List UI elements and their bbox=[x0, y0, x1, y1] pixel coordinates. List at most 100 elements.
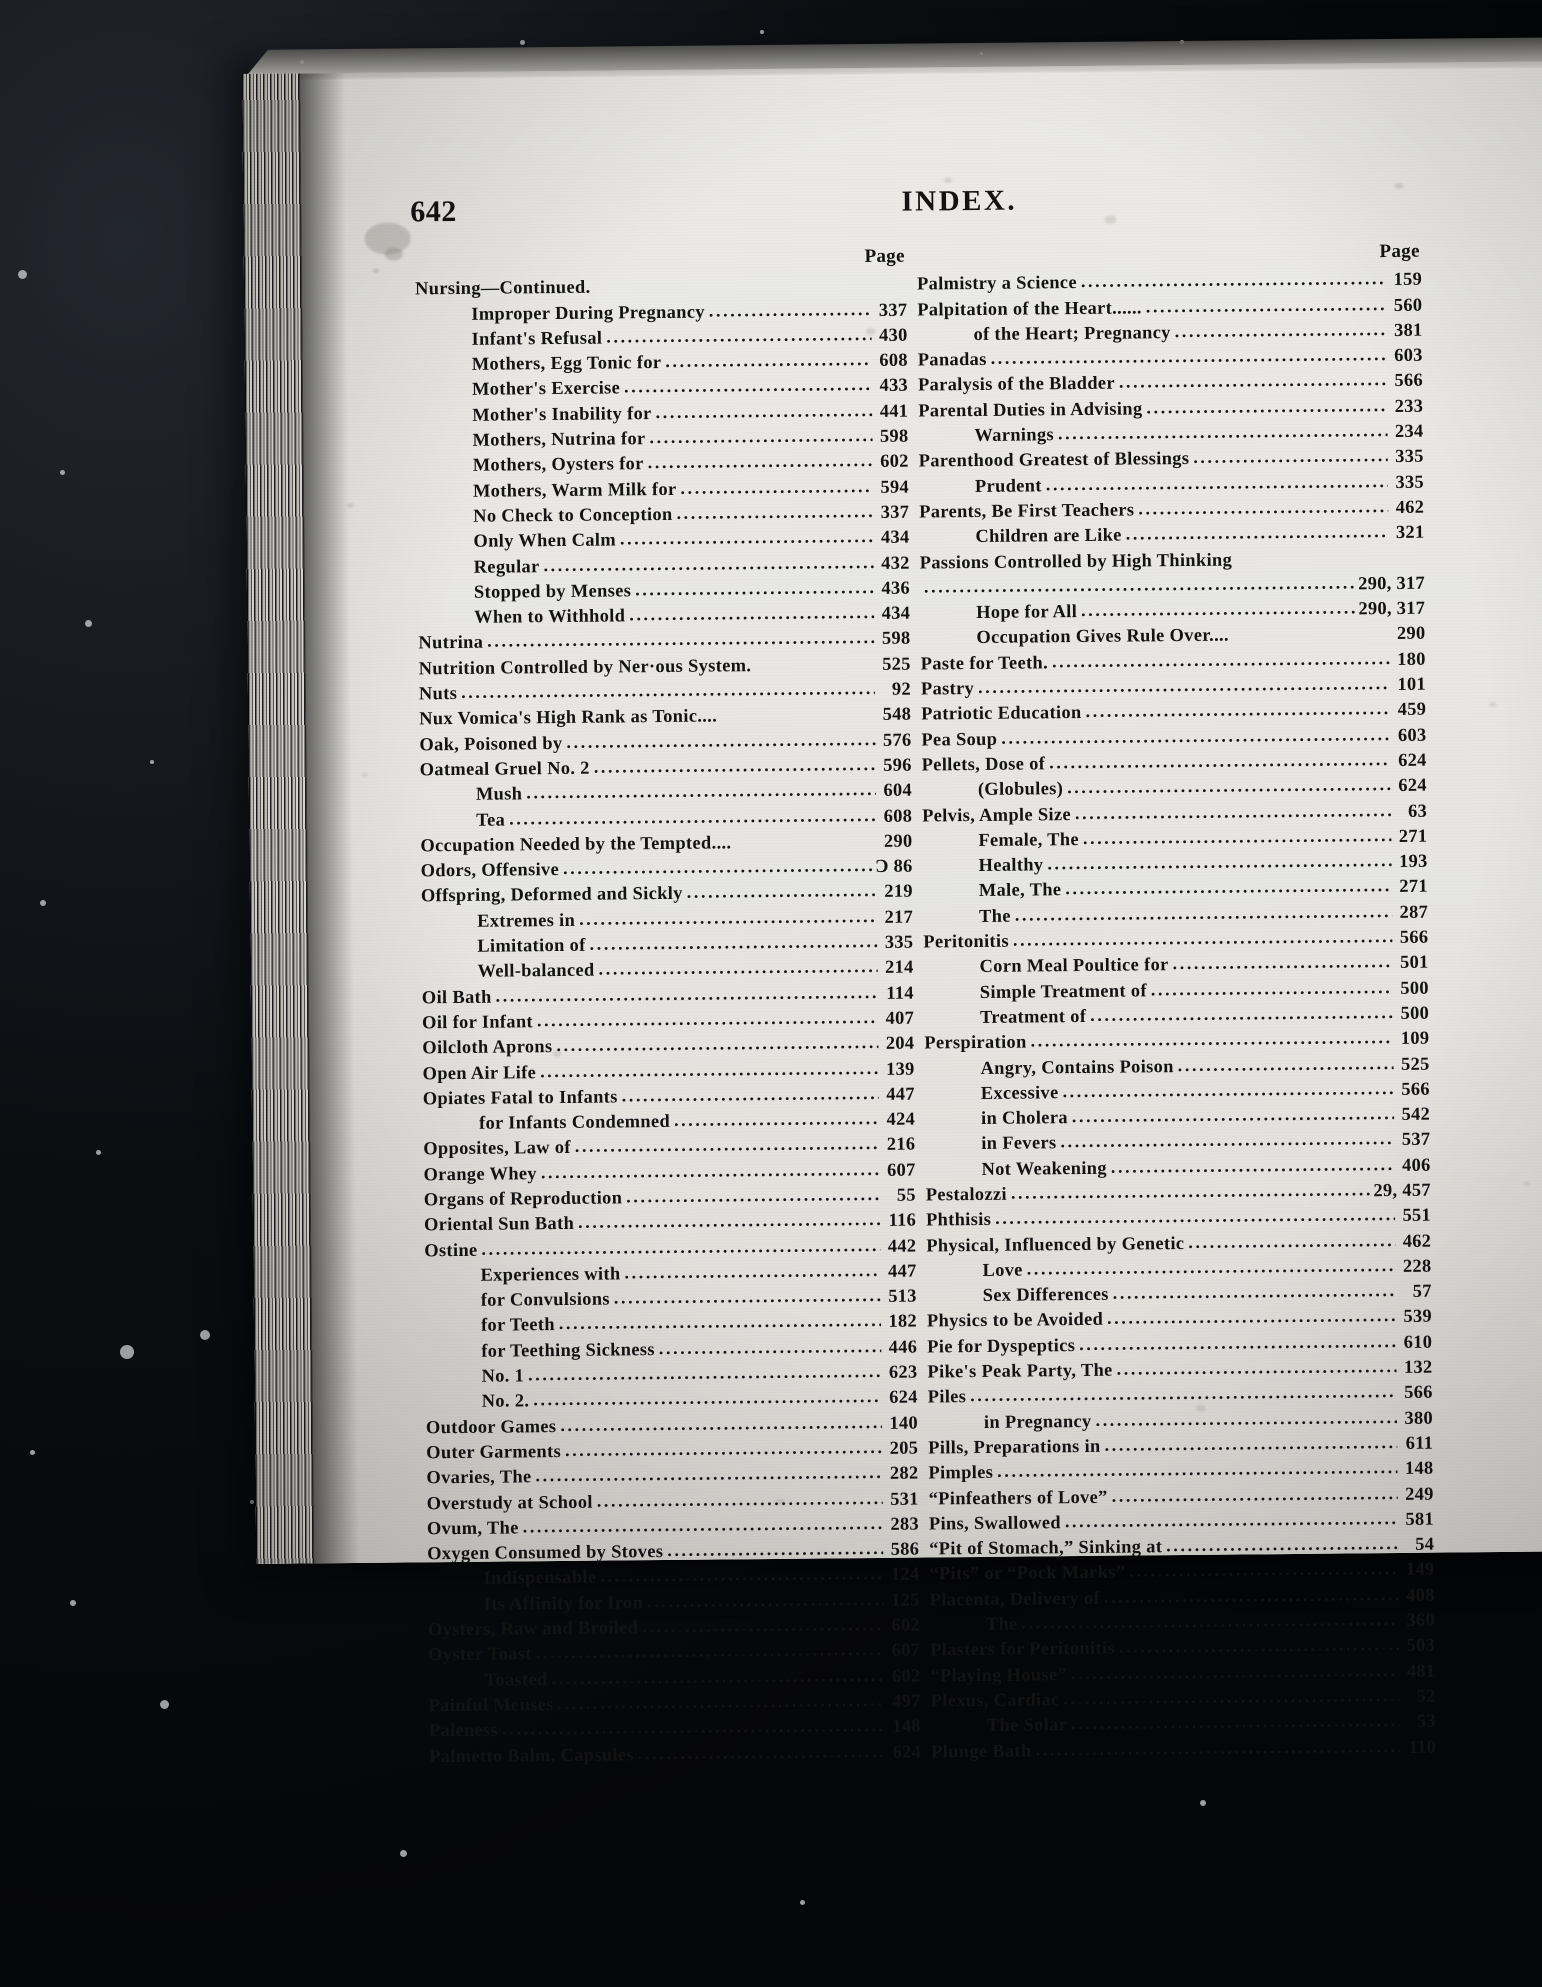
index-entry-page-number: 54 bbox=[1415, 1533, 1435, 1554]
page-column-label-left: Page bbox=[864, 245, 905, 268]
index-entry-page-number: 63 bbox=[1408, 800, 1428, 821]
dot-leader: ........................................… bbox=[1150, 977, 1393, 998]
dust-speck bbox=[160, 1700, 169, 1709]
index-entry-page-number: 335 bbox=[884, 931, 914, 952]
index-entry-text: Mothers, Warm Milk for bbox=[472, 478, 677, 501]
index-entry-page-number: 148 bbox=[892, 1715, 921, 1737]
index-entry-page-number: 598 bbox=[879, 425, 909, 446]
index-entry-page-number: 459 bbox=[1397, 699, 1427, 720]
index-entry-text: No Check to Conception bbox=[473, 503, 673, 526]
index-entry-text: Palpitation of the Heart...... bbox=[917, 296, 1142, 320]
dot-leader: ........................................… bbox=[629, 603, 875, 624]
index-entry-page-number: 287 bbox=[1399, 901, 1429, 922]
dot-leader: ........................................… bbox=[1103, 1584, 1399, 1606]
index-entry-text: Experiences with bbox=[480, 1263, 621, 1285]
index-entry-text: Hope for All bbox=[976, 601, 1078, 623]
index-entry-page-number: 407 bbox=[885, 1007, 915, 1028]
index-entry-text: Phthisis bbox=[925, 1209, 992, 1230]
index-entry-text: Pellets, Dose of bbox=[921, 753, 1046, 775]
index-entry-page-number: 321 bbox=[1395, 521, 1425, 543]
dot-leader: ........................................… bbox=[990, 345, 1387, 368]
index-entry-text: for Convulsions bbox=[480, 1288, 610, 1310]
index-entry-page-number: 337 bbox=[880, 501, 910, 522]
index-entry-page-number: 462 bbox=[1395, 496, 1425, 517]
dot-leader: ........................................… bbox=[535, 1463, 883, 1485]
dot-leader: ........................................… bbox=[1060, 1129, 1395, 1151]
index-entry-page-number: 432 bbox=[881, 552, 910, 573]
index-entry-page-number: 566 bbox=[1399, 926, 1429, 947]
dot-leader: ........................................… bbox=[647, 451, 873, 472]
index-entry-page-number: 290 bbox=[1396, 623, 1426, 644]
index-entry-text: Treatment of bbox=[979, 1005, 1087, 1027]
dot-leader: ........................................… bbox=[1095, 1407, 1398, 1429]
index-entry-text: “Pinfeathers of Love” bbox=[928, 1486, 1108, 1509]
index-entry-page-number: 503 bbox=[1406, 1634, 1436, 1656]
dot-leader: ........................................… bbox=[1079, 1331, 1397, 1353]
dot-leader: ........................................… bbox=[593, 754, 876, 776]
index-entry-page-number: 193 bbox=[1399, 850, 1428, 872]
index-entry-page-number: 408 bbox=[1406, 1584, 1435, 1605]
index-entry-page-number: 109 bbox=[1400, 1027, 1430, 1049]
index-entry-page-number: 566 bbox=[1394, 370, 1424, 391]
index-entry-page-number: 436 bbox=[881, 577, 911, 598]
dot-leader: ........................................… bbox=[637, 1741, 886, 1762]
index-entry-page-number: 623 bbox=[888, 1361, 918, 1382]
dust-speck bbox=[150, 760, 154, 764]
index-entry-text: The Solar bbox=[986, 1714, 1068, 1736]
index-entry-page-number: 52 bbox=[1416, 1685, 1436, 1706]
dot-leader: ........................................… bbox=[624, 1260, 881, 1282]
dot-leader: ........................................… bbox=[997, 1458, 1398, 1481]
index-entry-text: Love bbox=[982, 1259, 1023, 1280]
index-entry-page-number: 442 bbox=[887, 1235, 917, 1256]
index-entry-page-number: 602 bbox=[880, 451, 909, 472]
index-entry-text: Occupation Needed by the Tempted.... bbox=[420, 832, 732, 856]
index-entry-text: Plasters for Peritonitis bbox=[930, 1638, 1116, 1660]
dot-leader: ........................................… bbox=[560, 1412, 883, 1434]
index-column-left: Page Nursing—Continued..................… bbox=[415, 244, 922, 1769]
dot-leader: ........................................… bbox=[1030, 1028, 1394, 1050]
dust-speck bbox=[250, 1500, 254, 1504]
index-entry-page-number: 219 bbox=[884, 881, 913, 902]
index-entry-text: “Pit of Stomach,” Sinking at bbox=[929, 1536, 1163, 1559]
index-entry-page-number: 132 bbox=[1403, 1356, 1433, 1377]
index-entry-text: Pike's Peak Party, The bbox=[927, 1359, 1113, 1382]
index-entry-text: Nutrition Controlled by Ner·ous System. bbox=[418, 654, 752, 679]
index-entry-text: Pelvis, Ample Size bbox=[922, 803, 1072, 826]
index-entry-text: Perspiration bbox=[924, 1031, 1027, 1053]
dot-leader: ........................................… bbox=[970, 1382, 1397, 1405]
dot-leader: ........................................… bbox=[502, 1716, 885, 1738]
dot-leader: ........................................… bbox=[1012, 927, 1393, 949]
index-entry-text: Its Affinity for Iron bbox=[483, 1591, 644, 1614]
index-entry-text: Patriotic Education bbox=[921, 702, 1082, 724]
index-entry-text: Painful Menses bbox=[428, 1694, 554, 1716]
index-entry-text: for Teeth bbox=[480, 1314, 555, 1336]
dot-leader: ........................................… bbox=[579, 906, 878, 928]
index-entry-page-number: 525 bbox=[882, 653, 911, 674]
index-entry-page-number: 110 bbox=[1408, 1736, 1437, 1757]
dust-speck bbox=[120, 1345, 134, 1359]
dot-leader: ........................................… bbox=[1071, 1104, 1395, 1126]
index-entry-page-number: 282 bbox=[889, 1462, 919, 1484]
dust-speck bbox=[800, 1900, 805, 1905]
index-entry-page-number: 537 bbox=[1401, 1129, 1431, 1150]
dot-leader: ........................................… bbox=[1080, 269, 1387, 291]
index-entry-text: Stopped by Menses bbox=[473, 580, 632, 602]
dust-speck bbox=[400, 1850, 407, 1857]
dot-leader: ........................................… bbox=[509, 805, 877, 828]
index-entry-page-number: 624 bbox=[892, 1741, 922, 1762]
index-entry-page-number: 603 bbox=[1397, 724, 1427, 745]
index-entry-text: Paste for Teeth. bbox=[920, 652, 1049, 674]
index-entry-page-number: 611 bbox=[1405, 1432, 1434, 1453]
index-entry-page-number: 424 bbox=[886, 1108, 916, 1129]
index-entry-text: Palmistry a Science bbox=[916, 272, 1078, 294]
index-entry-text: Oilcloth Aprons bbox=[422, 1036, 553, 1058]
index-entry-text: Mother's Exercise bbox=[471, 377, 621, 400]
index-entry-text: When to Withhold bbox=[474, 605, 626, 627]
index-entry-page-number: 447 bbox=[887, 1260, 917, 1281]
index-entry-page-number: 566 bbox=[1404, 1382, 1433, 1403]
index-entry-text: Plexus, Cardiac bbox=[930, 1689, 1060, 1711]
dot-leader: ........................................… bbox=[647, 1589, 884, 1610]
index-entry-page-number: 380 bbox=[1404, 1407, 1434, 1428]
index-entry-text: No. 2. bbox=[481, 1390, 530, 1412]
dot-leader: ........................................… bbox=[558, 1311, 882, 1333]
